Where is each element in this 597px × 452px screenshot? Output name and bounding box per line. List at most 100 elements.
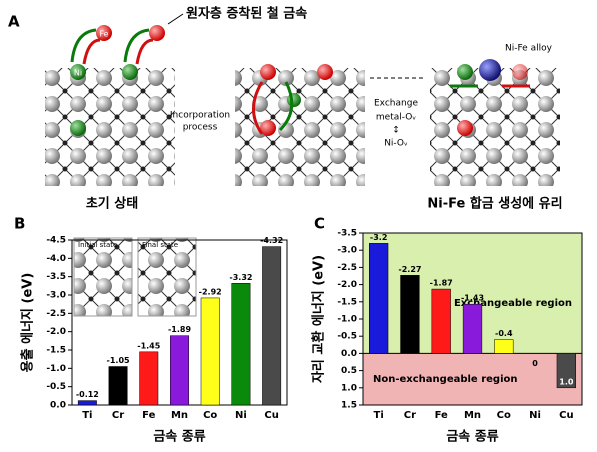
y-tick-label: 1.0 bbox=[341, 383, 357, 393]
value-label: -3.32 bbox=[229, 273, 252, 282]
x-tick-label: Fe bbox=[142, 410, 155, 421]
fe-atom bbox=[260, 64, 276, 80]
bar bbox=[556, 353, 576, 389]
y-tick-label: -0.5 bbox=[337, 332, 357, 342]
region-label: Non-exchangeable region bbox=[373, 374, 517, 385]
y-tick-label: 0.5 bbox=[341, 366, 357, 376]
y-tick-label: -2.0 bbox=[337, 280, 357, 290]
value-label: -2.27 bbox=[398, 265, 421, 274]
atom-label: Ni bbox=[74, 69, 82, 78]
lattice bbox=[430, 68, 560, 186]
x-axis-label: 금속 종류 bbox=[153, 430, 205, 445]
bar bbox=[400, 275, 420, 354]
value-label: -0.12 bbox=[76, 390, 99, 399]
annotation: Exchange bbox=[374, 99, 418, 109]
panel-a: A 원자층 증착된 철 금속 Ni Fe Incorporation proce… bbox=[8, 6, 563, 212]
value-label: -3.2 bbox=[370, 233, 388, 242]
y-tick-label: -1.0 bbox=[337, 315, 357, 325]
region-label: Exchangeable region bbox=[454, 298, 572, 309]
ni-atom bbox=[122, 64, 138, 80]
bar bbox=[369, 243, 389, 354]
caption: 초기 상태 bbox=[86, 197, 138, 212]
bar bbox=[77, 400, 97, 406]
y-tick-label: -4.5 bbox=[46, 236, 66, 246]
x-tick-label: Cu bbox=[559, 410, 573, 421]
region bbox=[363, 353, 582, 405]
bar bbox=[108, 366, 128, 406]
caption: Ni-Fe 합금 생성에 유리 bbox=[427, 196, 562, 212]
inset bbox=[73, 237, 197, 317]
x-tick-label: Mn bbox=[171, 410, 188, 421]
pointer bbox=[167, 13, 184, 25]
lattice bbox=[45, 68, 175, 186]
value-label: -1.45 bbox=[137, 341, 160, 350]
y-tick-label: -3.5 bbox=[46, 272, 66, 282]
fe-atom bbox=[457, 120, 473, 136]
x-axis-label: 금속 종류 bbox=[446, 430, 498, 445]
x-tick-label: Mn bbox=[464, 410, 481, 421]
x-tick-label: Co bbox=[497, 410, 511, 421]
value-label: 1.0 bbox=[559, 377, 574, 386]
bar bbox=[462, 303, 483, 354]
annotation: ↕ bbox=[392, 126, 400, 136]
x-tick-label: Cr bbox=[404, 410, 416, 421]
bar bbox=[200, 297, 220, 406]
x-tick-label: Ti bbox=[82, 410, 92, 421]
y-tick-label: -0.5 bbox=[46, 382, 66, 392]
annotation: Ni-Fe alloy bbox=[505, 44, 553, 54]
annotation: 원자층 증착된 철 금속 bbox=[186, 6, 307, 22]
arrow bbox=[82, 38, 101, 65]
panel-label: C bbox=[314, 215, 325, 233]
y-tick-label: -3.5 bbox=[337, 229, 357, 239]
y-tick-label: -3.0 bbox=[337, 246, 357, 256]
fe-atom bbox=[512, 64, 528, 80]
y-tick-label: -2.0 bbox=[46, 327, 66, 337]
arrow bbox=[123, 28, 150, 63]
fe-atom bbox=[260, 120, 276, 136]
ni-atom bbox=[70, 120, 86, 136]
ni-atom bbox=[70, 64, 86, 80]
inset-box bbox=[137, 237, 197, 317]
y-axis-label: 용출 에너지 (eV) bbox=[20, 273, 36, 373]
annotation: Ni-Oᵥ bbox=[384, 139, 408, 149]
value-label: -1.87 bbox=[430, 279, 453, 288]
y-tick-label: 0.0 bbox=[341, 349, 357, 359]
arrow bbox=[70, 28, 97, 63]
value-label: -2.92 bbox=[199, 287, 222, 296]
y-tick-label: 1.5 bbox=[341, 401, 357, 411]
inset-box bbox=[73, 237, 133, 317]
bar bbox=[494, 339, 514, 354]
alloy-atom bbox=[479, 59, 501, 81]
inset-label: Final state bbox=[142, 241, 178, 249]
y-tick-label: -2.5 bbox=[46, 309, 66, 319]
value-label: -0.4 bbox=[495, 329, 513, 338]
x-tick-label: Fe bbox=[435, 410, 448, 421]
y-tick-label: -2.5 bbox=[337, 263, 357, 273]
y-axis-label: 자리 교환 에너지 (eV) bbox=[311, 255, 327, 383]
inset-label: Initial state bbox=[78, 241, 117, 249]
lattice bbox=[235, 68, 365, 186]
arrow bbox=[278, 81, 294, 132]
annotation: Incorporation bbox=[170, 111, 230, 121]
value-label: -1.43 bbox=[461, 294, 484, 303]
bar bbox=[231, 283, 251, 406]
value-label: -1.89 bbox=[168, 325, 191, 334]
y-tick-label: -1.5 bbox=[337, 297, 357, 307]
bar bbox=[139, 351, 159, 406]
y-tick-label: -4.0 bbox=[46, 254, 66, 264]
atom-label: Fe bbox=[99, 30, 108, 39]
bar bbox=[170, 335, 189, 406]
x-tick-label: Cu bbox=[264, 410, 278, 421]
y-tick-label: 0.0 bbox=[50, 401, 66, 411]
y-tick-label: -1.0 bbox=[46, 364, 66, 374]
arrow bbox=[135, 38, 154, 65]
panel-label: B bbox=[14, 215, 25, 233]
value-label: -4.32 bbox=[260, 236, 283, 245]
bar bbox=[262, 246, 282, 406]
x-tick-label: Co bbox=[203, 410, 217, 421]
x-tick-label: Ni bbox=[529, 410, 541, 421]
x-tick-label: Ni bbox=[235, 410, 247, 421]
bar bbox=[431, 288, 451, 354]
